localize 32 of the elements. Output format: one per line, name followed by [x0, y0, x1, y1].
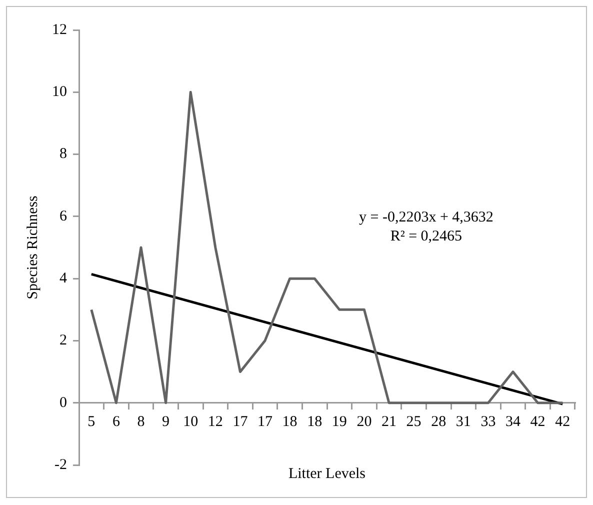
x-tick-label: 8: [137, 414, 145, 430]
annotation: R² = 0,2465: [390, 228, 462, 244]
y-axis-title: Species Richness: [24, 195, 41, 300]
x-tick-label: 31: [456, 414, 471, 430]
y-tick-label: 10: [52, 84, 67, 100]
y-tick-label: 2: [60, 332, 67, 349]
x-tick-label: 17: [232, 414, 248, 430]
x-tick-label: 33: [480, 414, 496, 430]
y-tick-label: 0: [60, 394, 67, 411]
y-tick-label: 6: [60, 208, 68, 224]
x-tick-label: 19: [332, 414, 347, 430]
x-tick-label: 42: [530, 414, 546, 430]
x-tick-label: 34: [506, 414, 521, 430]
x-tick-label: 28: [431, 414, 446, 430]
x-tick-label: 5: [88, 414, 96, 430]
x-axis-title: Litter Levels: [288, 466, 366, 482]
y-tick-label: -2: [54, 456, 67, 473]
annotation: y = -0,2203x + 4,3632: [358, 209, 494, 226]
x-tick-label: 18: [307, 414, 322, 430]
x-tick-label: 9: [162, 414, 170, 430]
x-tick-label: 17: [258, 414, 273, 430]
x-tick-label: 21: [382, 414, 396, 430]
x-tick-label: 18: [282, 414, 298, 430]
y-tick-label: 4: [60, 270, 68, 287]
y-tick-label: 12: [52, 22, 67, 38]
y-tick-label: 8: [60, 146, 67, 162]
x-tick-label: 6: [112, 414, 120, 430]
x-tick-label: 12: [208, 414, 223, 430]
x-tick-label: 42: [555, 414, 570, 430]
x-tick-label: 20: [356, 414, 372, 430]
x-tick-label: 25: [406, 414, 422, 430]
x-tick-label: 10: [183, 414, 198, 430]
